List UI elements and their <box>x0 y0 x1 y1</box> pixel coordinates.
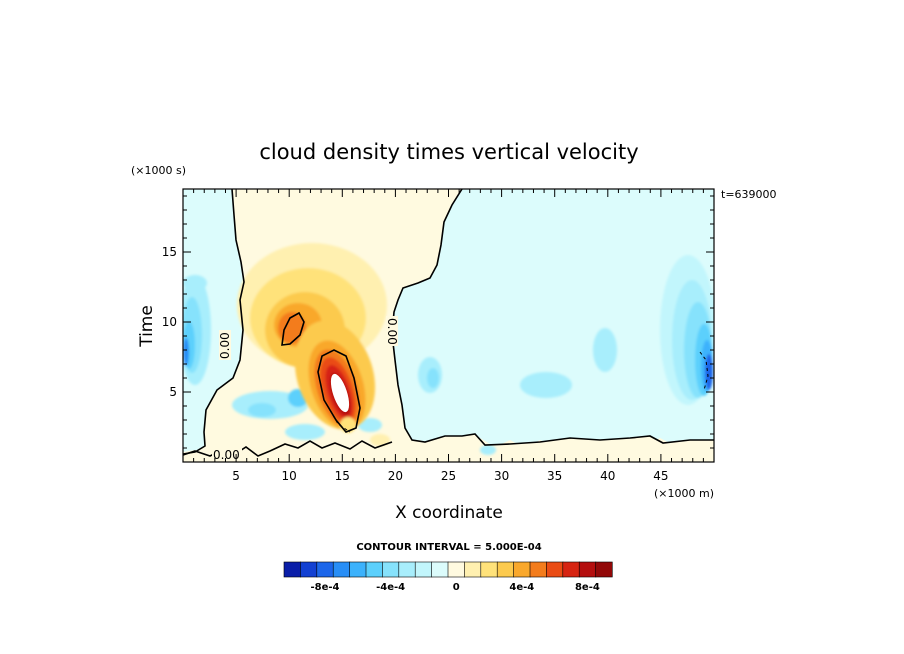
colorbar-tick-label: 4e-4 <box>509 582 534 593</box>
y-axis-label: Time <box>137 305 157 348</box>
contour-lines <box>183 189 714 457</box>
colorbar-swatch <box>431 561 449 578</box>
contour-label-right: 0.00 <box>385 318 399 345</box>
x-tick-label: 15 <box>335 469 350 483</box>
colorbar-tick-label: -4e-4 <box>376 582 405 593</box>
colorbar <box>283 561 613 578</box>
colorbar-swatch <box>529 561 548 578</box>
colorbar-swatch <box>382 561 400 578</box>
colorbar-swatch <box>447 561 466 578</box>
colorbar-swatch <box>480 561 498 578</box>
x-tick-label: 25 <box>441 469 456 483</box>
colorbar-swatch <box>283 561 302 578</box>
colorbar-swatch <box>365 561 384 578</box>
x-units-label: (×1000 m) <box>654 487 714 500</box>
x-tick-label: 30 <box>494 469 509 483</box>
colorbar-swatch <box>578 561 597 578</box>
contour-label-left: 0.00 <box>218 332 232 359</box>
zero-contour-main <box>183 189 245 455</box>
y-tick-label: 15 <box>162 245 177 259</box>
y-units-label: (×1000 s) <box>131 164 186 177</box>
colorbar-tick-label: -8e-4 <box>311 582 340 593</box>
y-axis: 5 10 15 <box>162 195 714 449</box>
contour-interval-label: CONTOUR INTERVAL = 5.000E-04 <box>356 542 541 553</box>
x-tick-label: 5 <box>232 469 240 483</box>
x-tick-label: 35 <box>547 469 562 483</box>
colorbar-swatch <box>414 561 433 578</box>
x-axis: 5 10 15 20 25 30 35 40 45 <box>193 189 704 483</box>
positive-features <box>237 243 390 446</box>
x-tick-label: 40 <box>600 469 615 483</box>
zero-contour-right <box>391 189 714 446</box>
time-label: t=639000 <box>721 188 777 201</box>
colorbar-swatch <box>349 561 367 578</box>
x-axis-label: X coordinate <box>395 503 503 523</box>
colorbar-tick-label: 0 <box>453 582 460 593</box>
colorbar-swatch <box>546 561 564 578</box>
colorbar-swatch <box>513 561 531 578</box>
negative-dashed-contour <box>699 351 709 391</box>
colorbar-swatch <box>496 561 515 578</box>
y-tick-label: 10 <box>162 315 177 329</box>
colorbar-swatch <box>595 561 613 578</box>
chart-title: cloud density times vertical velocity <box>259 140 638 164</box>
contour-label-group: 0.00 0.00 0.00 <box>212 316 399 462</box>
saturated-core <box>330 373 350 413</box>
x-tick-label: 10 <box>282 469 297 483</box>
core-dashed-contour <box>329 409 351 433</box>
contour-field: 0.00 0.00 0.00 <box>183 189 714 462</box>
x-tick-label: 45 <box>653 469 668 483</box>
colorbar-swatch <box>398 561 416 578</box>
colorbar-swatch <box>300 561 318 578</box>
contour-label-bottom: 0.00 <box>213 448 240 462</box>
colorbar-swatch <box>464 561 482 578</box>
colorbar-tick-label: 8e-4 <box>575 582 600 593</box>
colorbar-swatch <box>562 561 580 578</box>
colorbar-swatch <box>316 561 334 578</box>
colorbar-ticks: -8e-4 -4e-4 0 4e-4 8e-4 <box>311 582 600 593</box>
y-tick-label: 5 <box>169 385 177 399</box>
x-tick-label: 20 <box>388 469 403 483</box>
colorbar-swatch <box>332 561 351 578</box>
core-contour <box>317 349 361 433</box>
upper-updraft-contour <box>281 311 305 346</box>
